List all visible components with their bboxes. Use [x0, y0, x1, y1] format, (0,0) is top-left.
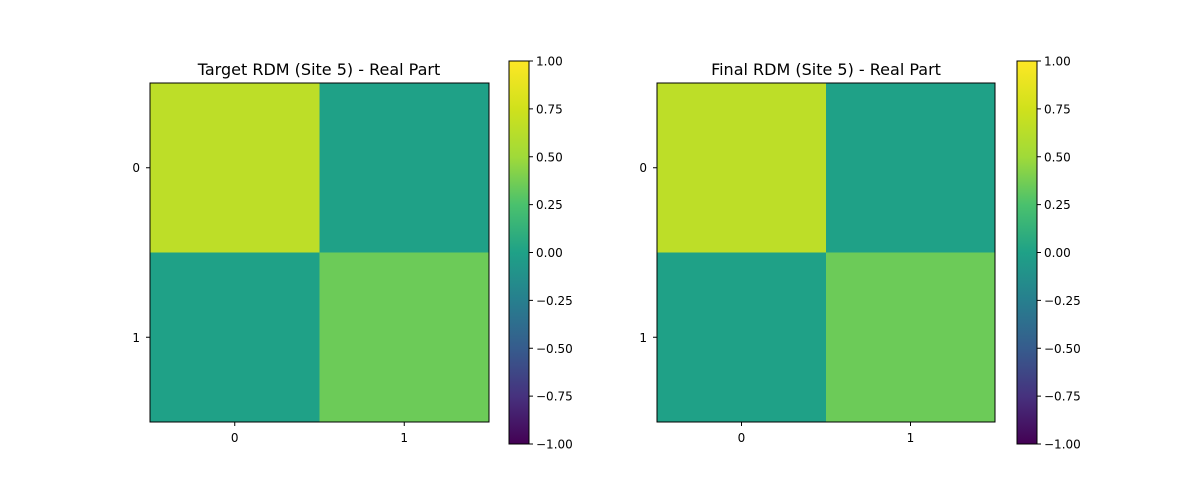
colorbar-tick-label: −1.00: [1044, 438, 1081, 452]
heatmap-cell: [826, 252, 996, 423]
heatmap-cell: [657, 83, 827, 253]
colorbar-gradient: [508, 60, 530, 445]
colorbar-tick-label: 0.75: [1044, 102, 1071, 116]
colorbar-ticks: −1.00 −0.75 −0.50 −0.25 0.00 0.25 0.50 0.75 1.00: [1037, 55, 1081, 452]
colorbar-tick-label: −0.75: [536, 390, 573, 404]
colorbar: −1.00 −0.75 −0.50 −0.25 0.00 0.25 0.50 0.75 1.00: [1016, 55, 1081, 452]
colorbar-tick-label: 0.25: [536, 198, 563, 212]
heatmap-cell: [150, 83, 320, 253]
colorbar-tick-label: 0.50: [536, 150, 563, 164]
heatmap-cell: [826, 83, 996, 253]
colorbar-tick-label: −0.50: [536, 342, 573, 356]
chart-title: Target RDM (Site 5) - Real Part: [197, 60, 441, 79]
y-tick-label: 0: [132, 161, 140, 175]
colorbar-tick-label: −0.25: [1044, 294, 1081, 308]
x-tick-label: 0: [231, 431, 239, 445]
colorbar-tick-label: 0.75: [536, 102, 563, 116]
y-tick-label: 1: [639, 331, 647, 345]
heatmap-cell: [150, 252, 320, 423]
x-tick-label: 1: [907, 431, 915, 445]
chart-title: Final RDM (Site 5) - Real Part: [711, 60, 941, 79]
heatmap-cell: [319, 252, 490, 423]
heatmap-cell: [319, 83, 490, 253]
colorbar-tick-label: −1.00: [536, 438, 573, 452]
y-tick-label: 0: [639, 161, 647, 175]
heatmap-panel-final: Final RDM (Site 5) - Real Part 0 1 0 1 −…: [639, 55, 1080, 452]
colorbar-tick-label: −0.50: [1044, 342, 1081, 356]
y-tick-label: 1: [132, 331, 140, 345]
heatmap-panel-target: Target RDM (Site 5) - Real Part 0 1 0 1 …: [132, 55, 572, 452]
colorbar: −1.00 −0.75 −0.50 −0.25 0.00 0.25 0.50 0.75 1.00: [508, 55, 573, 452]
colorbar-tick-label: −0.25: [536, 294, 573, 308]
colorbar-tick-label: 0.00: [1044, 246, 1071, 260]
heatmap-cell: [657, 252, 827, 423]
x-tick-label: 0: [738, 431, 746, 445]
heatmap-cells: [657, 83, 996, 423]
plot-frame: [656, 82, 996, 423]
axis-ticks: 0 1 0 1: [639, 161, 914, 445]
colorbar-tick-label: 1.00: [536, 55, 563, 69]
colorbar-tick-label: −0.75: [1044, 390, 1081, 404]
colorbar-tick-label: 0.00: [536, 246, 563, 260]
colorbar-tick-label: 0.25: [1044, 198, 1071, 212]
colorbar-ticks: −1.00 −0.75 −0.50 −0.25 0.00 0.25 0.50 0.75 1.00: [529, 55, 573, 452]
heatmap-cells: [150, 83, 490, 423]
axis-ticks: 0 1 0 1: [132, 161, 408, 445]
plot-frame: [149, 82, 490, 423]
colorbar-gradient: [1016, 60, 1038, 445]
colorbar-tick-label: 1.00: [1044, 55, 1071, 69]
colorbar-tick-label: 0.50: [1044, 150, 1071, 164]
x-tick-label: 1: [400, 431, 408, 445]
